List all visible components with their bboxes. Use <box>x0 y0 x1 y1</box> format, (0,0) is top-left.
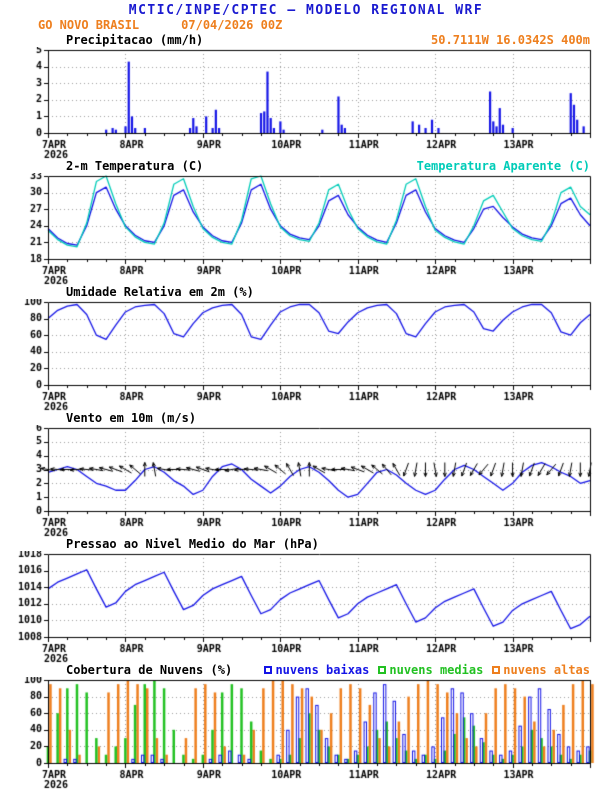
cloud-cover-title: Cobertura de Nuvens (%) <box>66 663 233 677</box>
panel-humidity: Umidade Relativa em 2m (%) <box>0 285 612 411</box>
precipitation-chart <box>0 47 612 159</box>
panel-cloud-cover: Cobertura de Nuvens (%) nuvens baixas nu… <box>0 663 612 789</box>
page-header: MCTIC/INPE/CPTEC — MODELO REGIONAL WRF G… <box>0 0 612 33</box>
station-coords: 50.7111W 16.0342S 400m <box>431 33 590 47</box>
apparent-temperature-label: Temperatura Aparente (C) <box>416 159 590 173</box>
legend-label-nuvens-medias: nuvens medias <box>389 663 484 677</box>
panel-precipitation: Precipitacao (mm/h) 50.7111W 16.0342S 40… <box>0 33 612 159</box>
legend-box-nuvens-baixas <box>264 666 273 674</box>
precipitation-title: Precipitacao (mm/h) <box>66 33 204 47</box>
wind-chart <box>0 425 612 537</box>
legend-item-nuvens-medias: nuvens medias <box>378 663 483 677</box>
run-info-row: GO NOVO BRASIL 07/04/2026 00Z <box>0 18 612 33</box>
humidity-chart <box>0 299 612 411</box>
humidity-title: Umidade Relativa em 2m (%) <box>66 285 254 299</box>
cloud-legend: nuvens baixas nuvens medias nuvens altas <box>264 663 590 677</box>
pressure-title: Pressao ao Nivel Medio do Mar (hPa) <box>66 537 319 551</box>
pressure-chart <box>0 551 612 663</box>
temperature-chart <box>0 173 612 285</box>
cloud-cover-chart <box>0 677 612 789</box>
legend-label-nuvens-baixas: nuvens baixas <box>275 663 370 677</box>
wind-title: Vento em 10m (m/s) <box>66 411 197 425</box>
page-title: MCTIC/INPE/CPTEC — MODELO REGIONAL WRF <box>128 3 484 18</box>
station-name: GO NOVO BRASIL <box>38 18 140 32</box>
legend-item-nuvens-baixas: nuvens baixas <box>264 663 369 677</box>
panel-temperature: 2-m Temperatura (C) Temperatura Aparente… <box>0 159 612 285</box>
panel-wind: Vento em 10m (m/s) <box>0 411 612 537</box>
legend-item-nuvens-altas: nuvens altas <box>492 663 590 677</box>
temperature-title: 2-m Temperatura (C) <box>66 159 204 173</box>
panel-pressure: Pressao ao Nivel Medio do Mar (hPa) <box>0 537 612 663</box>
run-datetime: 07/04/2026 00Z <box>181 18 283 32</box>
legend-box-nuvens-medias <box>378 666 387 674</box>
legend-label-nuvens-altas: nuvens altas <box>503 663 590 677</box>
legend-box-nuvens-altas <box>492 666 501 674</box>
